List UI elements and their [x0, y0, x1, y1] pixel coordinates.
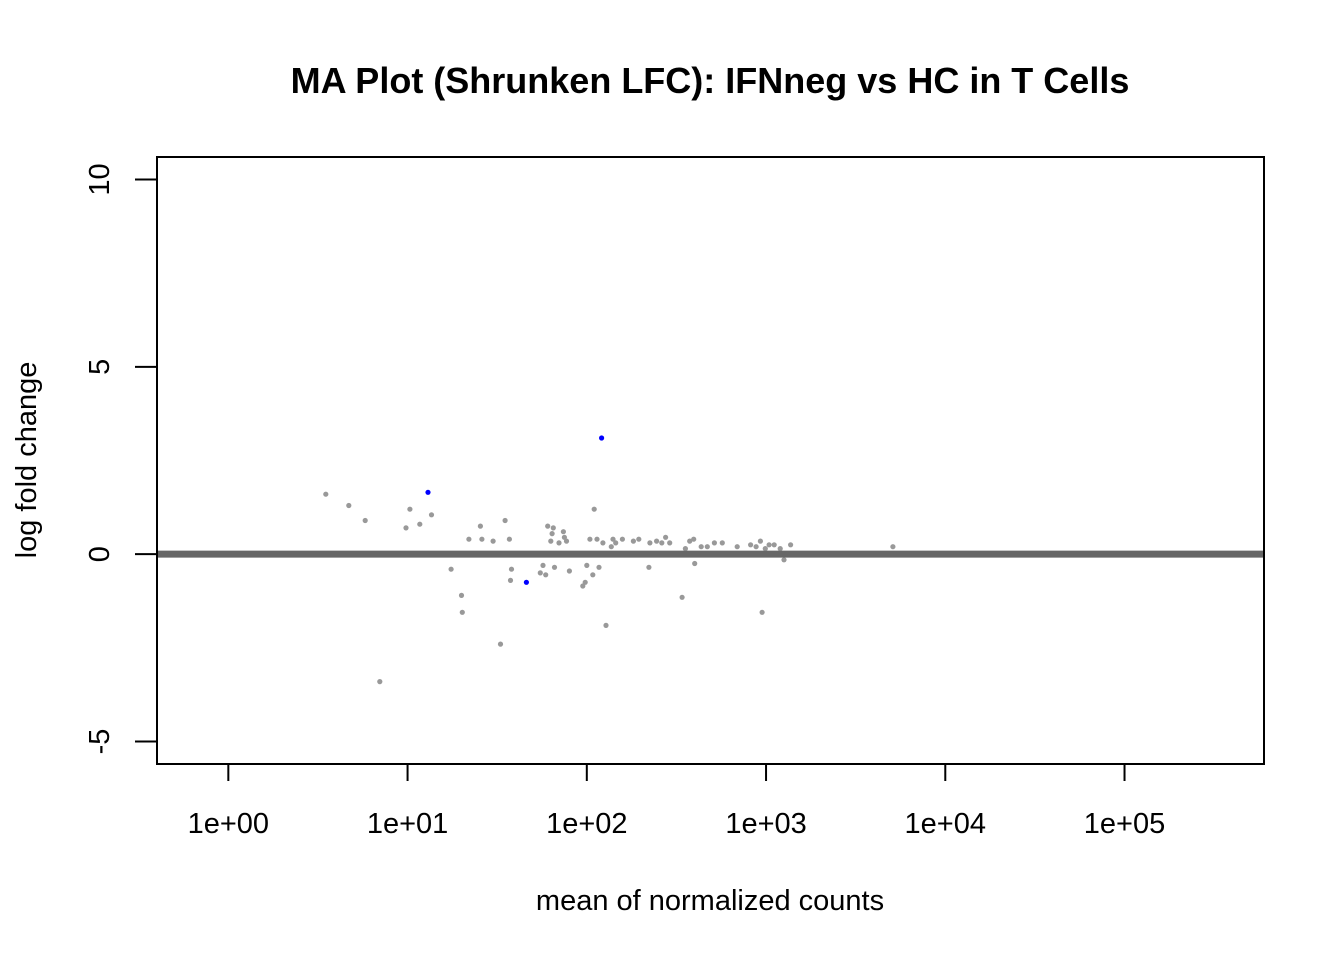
x-tick-label: 1e+02: [546, 808, 627, 840]
data-point: [781, 557, 787, 563]
data-point: [766, 542, 772, 548]
data-point: [459, 609, 465, 615]
data-point: [654, 538, 660, 544]
data-point: [630, 538, 637, 544]
data-point: [479, 536, 485, 542]
data-point: [377, 679, 383, 685]
data-point: [323, 491, 329, 497]
data-point: [566, 568, 573, 574]
data-point: [687, 538, 693, 544]
data-point: [748, 542, 754, 548]
data-point: [563, 538, 570, 544]
data-point: [613, 540, 619, 546]
data-point: [560, 529, 567, 535]
data-point: [507, 577, 514, 584]
data-point: [490, 538, 496, 544]
data-point: [596, 564, 602, 570]
data-point: [497, 641, 504, 647]
data-point: [543, 572, 549, 578]
data-point: [582, 579, 588, 585]
data-point: [762, 546, 768, 552]
data-point: [608, 544, 614, 550]
data-point: [600, 540, 606, 546]
data-point: [506, 536, 512, 542]
data-point: [691, 536, 697, 542]
chart-title: MA Plot (Shrunken LFC): IFNneg vs HC in …: [291, 60, 1130, 101]
data-point: [590, 572, 596, 578]
data-point: [537, 570, 543, 576]
data-point: [636, 536, 642, 542]
data-point: [777, 546, 783, 552]
data-point: [771, 542, 777, 548]
data-point: [757, 538, 764, 544]
data-point: [502, 517, 508, 524]
data-point: [619, 536, 626, 542]
data-point: [647, 540, 653, 546]
data-point: [734, 544, 740, 550]
data-point: [679, 594, 685, 600]
data-point: [428, 512, 435, 518]
data-point: [425, 489, 431, 495]
x-tick-label: 1e+04: [905, 808, 986, 840]
data-point: [407, 506, 413, 512]
plot-frame: [156, 156, 1265, 765]
data-points: [323, 435, 896, 685]
data-point: [540, 562, 546, 569]
x-axis: 1e+00 1e+01 1e+02 1e+03 1e+04 1e+05: [188, 763, 1165, 840]
data-point: [692, 560, 698, 567]
y-tick-label: 5: [84, 359, 116, 375]
data-point: [584, 562, 590, 569]
data-point: [551, 564, 558, 570]
data-point: [788, 542, 794, 548]
data-point: [599, 435, 605, 441]
data-point: [704, 544, 710, 550]
data-point: [561, 534, 568, 540]
data-point: [458, 592, 465, 599]
x-tick-label: 1e+00: [188, 808, 269, 840]
data-point: [549, 531, 555, 537]
x-tick-label: 1e+01: [367, 808, 448, 840]
data-point: [362, 517, 368, 524]
data-point: [550, 525, 556, 531]
data-point: [890, 544, 896, 550]
data-point: [580, 583, 586, 589]
data-point: [417, 521, 423, 527]
data-point: [663, 534, 669, 540]
data-point: [719, 540, 725, 546]
y-tick-label: -5: [84, 729, 116, 755]
data-point: [448, 566, 454, 572]
data-point: [682, 546, 689, 552]
data-point: [711, 540, 718, 546]
x-tick-label: 1e+05: [1084, 808, 1165, 840]
data-point: [667, 540, 673, 546]
data-point: [403, 525, 409, 531]
data-point: [698, 544, 704, 550]
data-point: [587, 536, 593, 542]
data-point: [545, 523, 551, 529]
x-tick-label: 1e+03: [725, 808, 806, 840]
data-point: [548, 538, 554, 544]
data-point: [508, 566, 515, 572]
data-point: [594, 536, 600, 542]
data-point: [659, 540, 665, 546]
y-tick-label: 0: [84, 546, 116, 562]
data-point: [759, 609, 765, 615]
data-point: [646, 564, 652, 570]
data-point: [591, 506, 597, 512]
data-point: [556, 540, 562, 546]
y-axis: -5 0 5 10: [84, 163, 158, 755]
data-point: [477, 523, 483, 529]
x-axis-label: mean of normalized counts: [536, 885, 884, 917]
data-point: [603, 622, 609, 629]
y-tick-label: 10: [84, 163, 116, 195]
data-point: [753, 544, 759, 550]
data-point: [523, 579, 530, 585]
data-point: [346, 502, 352, 509]
data-point: [466, 536, 472, 542]
data-point: [610, 536, 616, 542]
y-axis-label: log fold change: [11, 362, 43, 559]
